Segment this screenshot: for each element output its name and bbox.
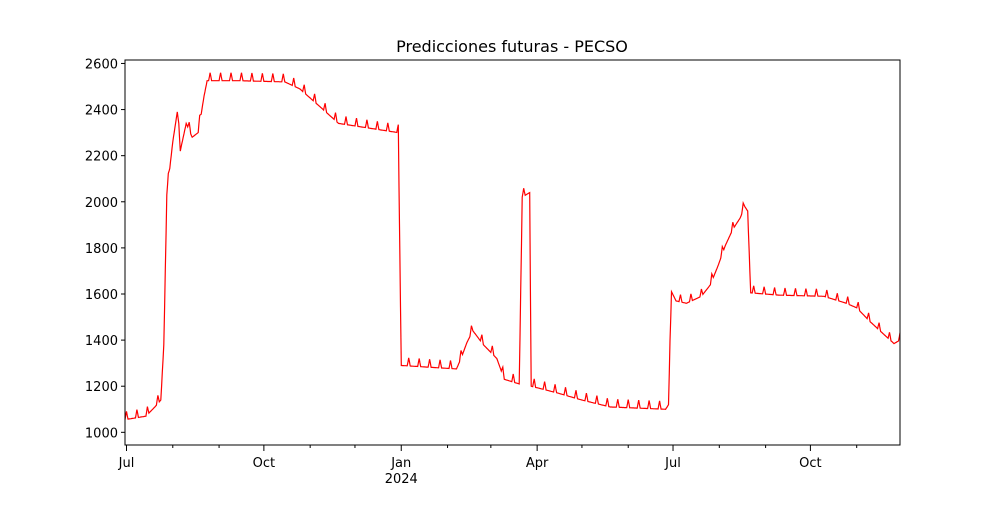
- x-tick-label: Jan: [390, 456, 411, 471]
- x-tick-year-label: 2024: [385, 472, 418, 487]
- y-tick-label: 2200: [85, 150, 118, 165]
- y-tick-label: 1800: [85, 242, 118, 257]
- y-tick-label: 1200: [85, 380, 118, 395]
- series-line: [124, 72, 901, 420]
- plot-frame: [124, 59, 901, 446]
- chart-title: Predicciones futuras - PECSO: [396, 37, 628, 56]
- y-tick-label: 2000: [85, 196, 118, 211]
- x-tick-label: Apr: [526, 456, 549, 471]
- y-tick-label: 1400: [85, 334, 118, 349]
- y-tick-label: 1600: [85, 288, 118, 303]
- x-tick-label: Jul: [664, 456, 681, 471]
- y-axis: 1000 1200 1400 1600 1800 2000 2200 2400 2600: [85, 57, 125, 441]
- x-tick-label: Oct: [253, 456, 275, 471]
- series-layer: [124, 72, 901, 420]
- y-tick-label: 2400: [85, 104, 118, 119]
- y-tick-label: 2600: [85, 57, 118, 72]
- x-tick-label: Oct: [799, 456, 821, 471]
- y-tick-label: 1000: [85, 426, 118, 441]
- x-tick-label: Jul: [118, 456, 135, 471]
